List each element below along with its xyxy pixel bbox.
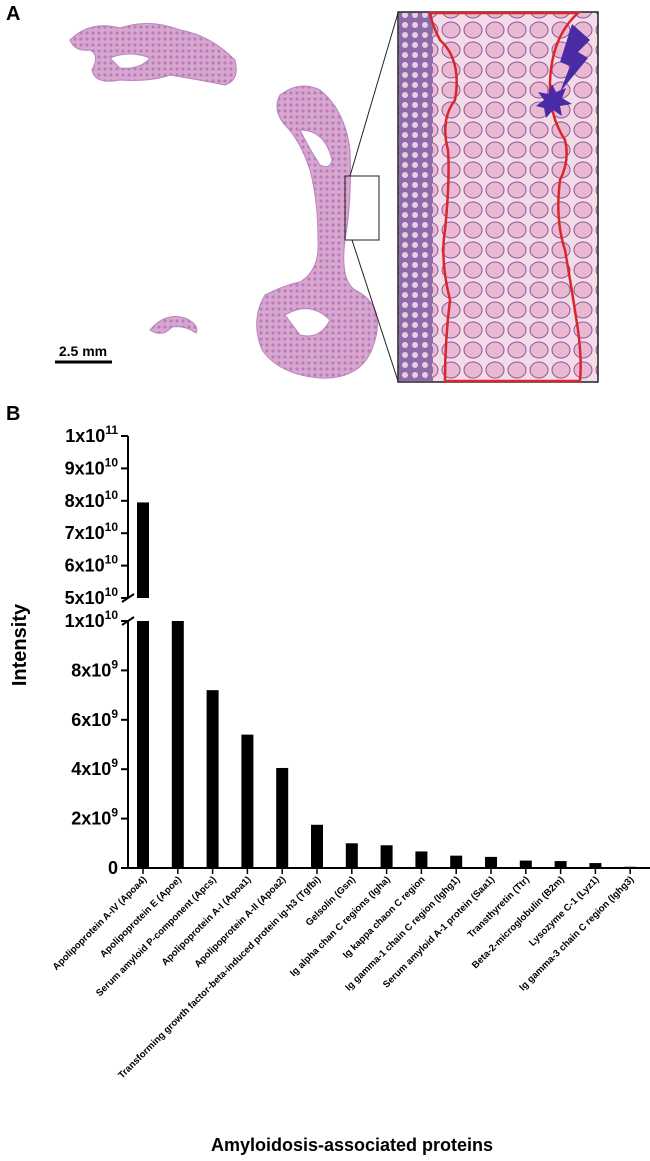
y-tick-label: 9x1010 bbox=[65, 455, 119, 478]
y-tick-label: 2x109 bbox=[71, 806, 118, 829]
bar bbox=[450, 855, 463, 868]
bar bbox=[137, 621, 149, 868]
panel-label: A bbox=[6, 3, 20, 25]
y-tick-label: 6x109 bbox=[71, 707, 118, 730]
panel-label: B bbox=[6, 403, 20, 425]
y-tick-label-exponent: 9 bbox=[111, 707, 118, 721]
y-tick-label-exponent: 10 bbox=[105, 553, 119, 567]
y-tick-label-exponent: 10 bbox=[105, 608, 119, 622]
bar bbox=[206, 690, 219, 868]
y-tick-label-base: 1x10 bbox=[65, 611, 105, 631]
y-tick-label-base: 2x10 bbox=[71, 809, 111, 829]
y-tick-label-base: 9x10 bbox=[65, 458, 105, 478]
y-tick-label-exponent: 10 bbox=[105, 488, 119, 502]
bar bbox=[345, 843, 358, 868]
bar bbox=[137, 502, 149, 598]
y-tick-label: 4x109 bbox=[71, 756, 118, 779]
bar bbox=[485, 856, 497, 868]
y-tick-label: 1x1010 bbox=[65, 608, 119, 631]
y-tick-label-exponent: 9 bbox=[111, 657, 118, 671]
x-tick-label: Transthyretin (Ttr) bbox=[466, 874, 532, 940]
bar bbox=[380, 845, 393, 868]
bar bbox=[171, 621, 184, 868]
y-tick-label-exponent: 9 bbox=[111, 806, 118, 820]
y-tick-label: 5x1010 bbox=[65, 585, 119, 608]
zoom-line bbox=[351, 239, 399, 382]
y-tick-label-exponent: 10 bbox=[105, 520, 119, 534]
y-tick-label-exponent: 11 bbox=[105, 423, 118, 437]
zoom-box bbox=[344, 175, 380, 241]
y-tick-label: 7x1010 bbox=[65, 520, 119, 543]
y-tick-label: 1x1011 bbox=[65, 423, 118, 446]
bar bbox=[241, 734, 254, 868]
bar bbox=[624, 866, 637, 868]
y-axis-title: Intensity bbox=[9, 603, 31, 686]
scale-bar-label: 2.5 mm bbox=[59, 343, 107, 359]
y-tick-label-base: 6x10 bbox=[71, 710, 111, 730]
tissue-section bbox=[69, 23, 378, 379]
bar bbox=[519, 860, 532, 868]
y-tick-label-base: 4x10 bbox=[71, 759, 111, 779]
inset bbox=[397, 11, 599, 383]
y-tick-label-exponent: 10 bbox=[105, 455, 119, 469]
y-tick-label-base: 8x10 bbox=[71, 660, 111, 680]
y-tick-label-base: 5x10 bbox=[65, 588, 105, 608]
y-tick-label-exponent: 9 bbox=[111, 756, 118, 770]
bar bbox=[415, 851, 428, 868]
y-tick-label-base: 7x10 bbox=[65, 523, 105, 543]
y-tick-label: 6x1010 bbox=[65, 553, 119, 576]
bar bbox=[276, 767, 289, 868]
x-axis-title: Amyloidosis-associated proteins bbox=[211, 1135, 493, 1155]
y-tick-label-base: 6x10 bbox=[65, 556, 105, 576]
y-tick-label: 0 bbox=[108, 858, 118, 878]
bar bbox=[311, 824, 323, 868]
zoom-line bbox=[349, 12, 399, 177]
y-tick-label: 8x1010 bbox=[65, 488, 119, 511]
bar bbox=[554, 861, 567, 868]
y-tick-label: 8x109 bbox=[71, 657, 118, 680]
bar bbox=[589, 863, 602, 868]
y-tick-label-base: 1x10 bbox=[65, 426, 105, 446]
y-tick-label-exponent: 10 bbox=[105, 585, 119, 599]
y-tick-label-base: 8x10 bbox=[65, 491, 105, 511]
